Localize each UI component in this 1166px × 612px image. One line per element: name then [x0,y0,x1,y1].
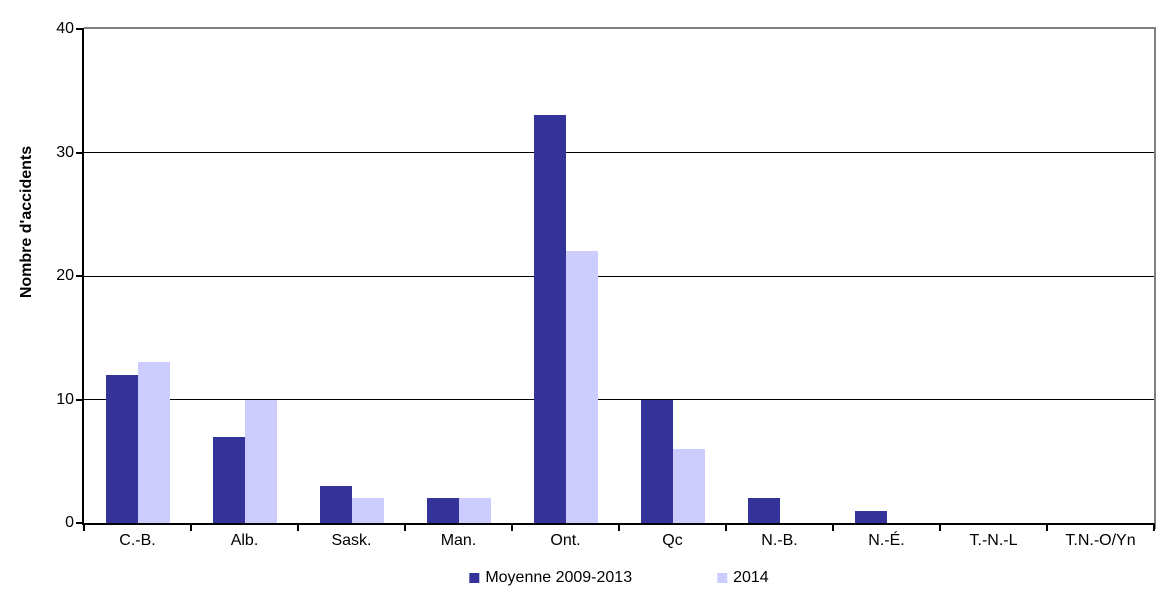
legend-swatch [469,573,480,583]
gridline [84,152,1154,153]
y-axis-tick-label: 30 [56,143,74,161]
x-axis-label: Ont. [550,532,581,549]
y-axis-tick-label: 0 [65,514,74,531]
x-axis-label: N.-B. [761,532,798,549]
y-axis-tick [76,522,84,524]
x-axis-tick [618,523,620,531]
bar-2014 [565,251,598,523]
y-axis-tick [76,275,84,277]
x-axis-tick [832,523,834,531]
x-axis-tick [1046,523,1048,531]
y-axis-tick [76,398,84,401]
x-axis-label: Sask. [331,532,372,549]
x-axis-tick [83,523,85,531]
x-axis-tick [297,523,299,531]
plot-border-top [84,27,1156,29]
bar-moyenne [319,485,352,523]
y-axis-tick [76,28,84,30]
x-axis-label: C.-B. [119,532,156,549]
bar-moyenne [747,498,780,523]
y-axis-tick-label: 20 [56,267,74,284]
x-axis-label: Alb. [230,532,259,549]
gridline [84,275,1154,277]
x-axis-tick [939,523,941,531]
x-axis-label: T.N.-O/Yn [1065,532,1136,549]
bar-2014 [351,498,384,523]
x-axis-tick [725,523,727,531]
bar-moyenne [854,510,887,523]
bar-2014 [458,498,491,523]
bar-2014 [244,399,277,523]
plot-area [84,29,1154,523]
x-axis-tick [404,523,406,531]
legend-label: Moyenne 2009-2013 [485,569,633,586]
bar-moyenne [212,436,245,523]
x-axis-label: T.-N.-L [969,532,1018,549]
legend-label: 2014 [733,569,769,586]
x-axis-tick [511,523,513,531]
x-axis-label: Man. [440,532,477,549]
bar-2014 [672,448,705,523]
bar-moyenne [640,399,673,523]
bar-moyenne [426,498,459,523]
legend-swatch [717,573,728,583]
y-axis-line [82,29,84,525]
bar-2014 [137,362,170,523]
bar-moyenne [105,374,138,523]
x-axis-tick [190,523,192,531]
x-axis-label: Qc [662,532,683,549]
y-axis-tick-label: 10 [56,390,74,408]
plot-border-right [1154,27,1156,529]
legend-item: 2014 [717,568,769,588]
bar-moyenne [533,115,566,523]
y-axis-tick-label: 40 [56,20,74,37]
legend-item: Moyenne 2009-2013 [469,568,632,588]
gridline [84,399,1154,400]
y-axis-tick [76,151,84,154]
x-axis-label: N.-É. [868,532,905,549]
legend: Moyenne 2009-2013 2014 [469,568,769,588]
x-axis-tick [1153,523,1155,531]
